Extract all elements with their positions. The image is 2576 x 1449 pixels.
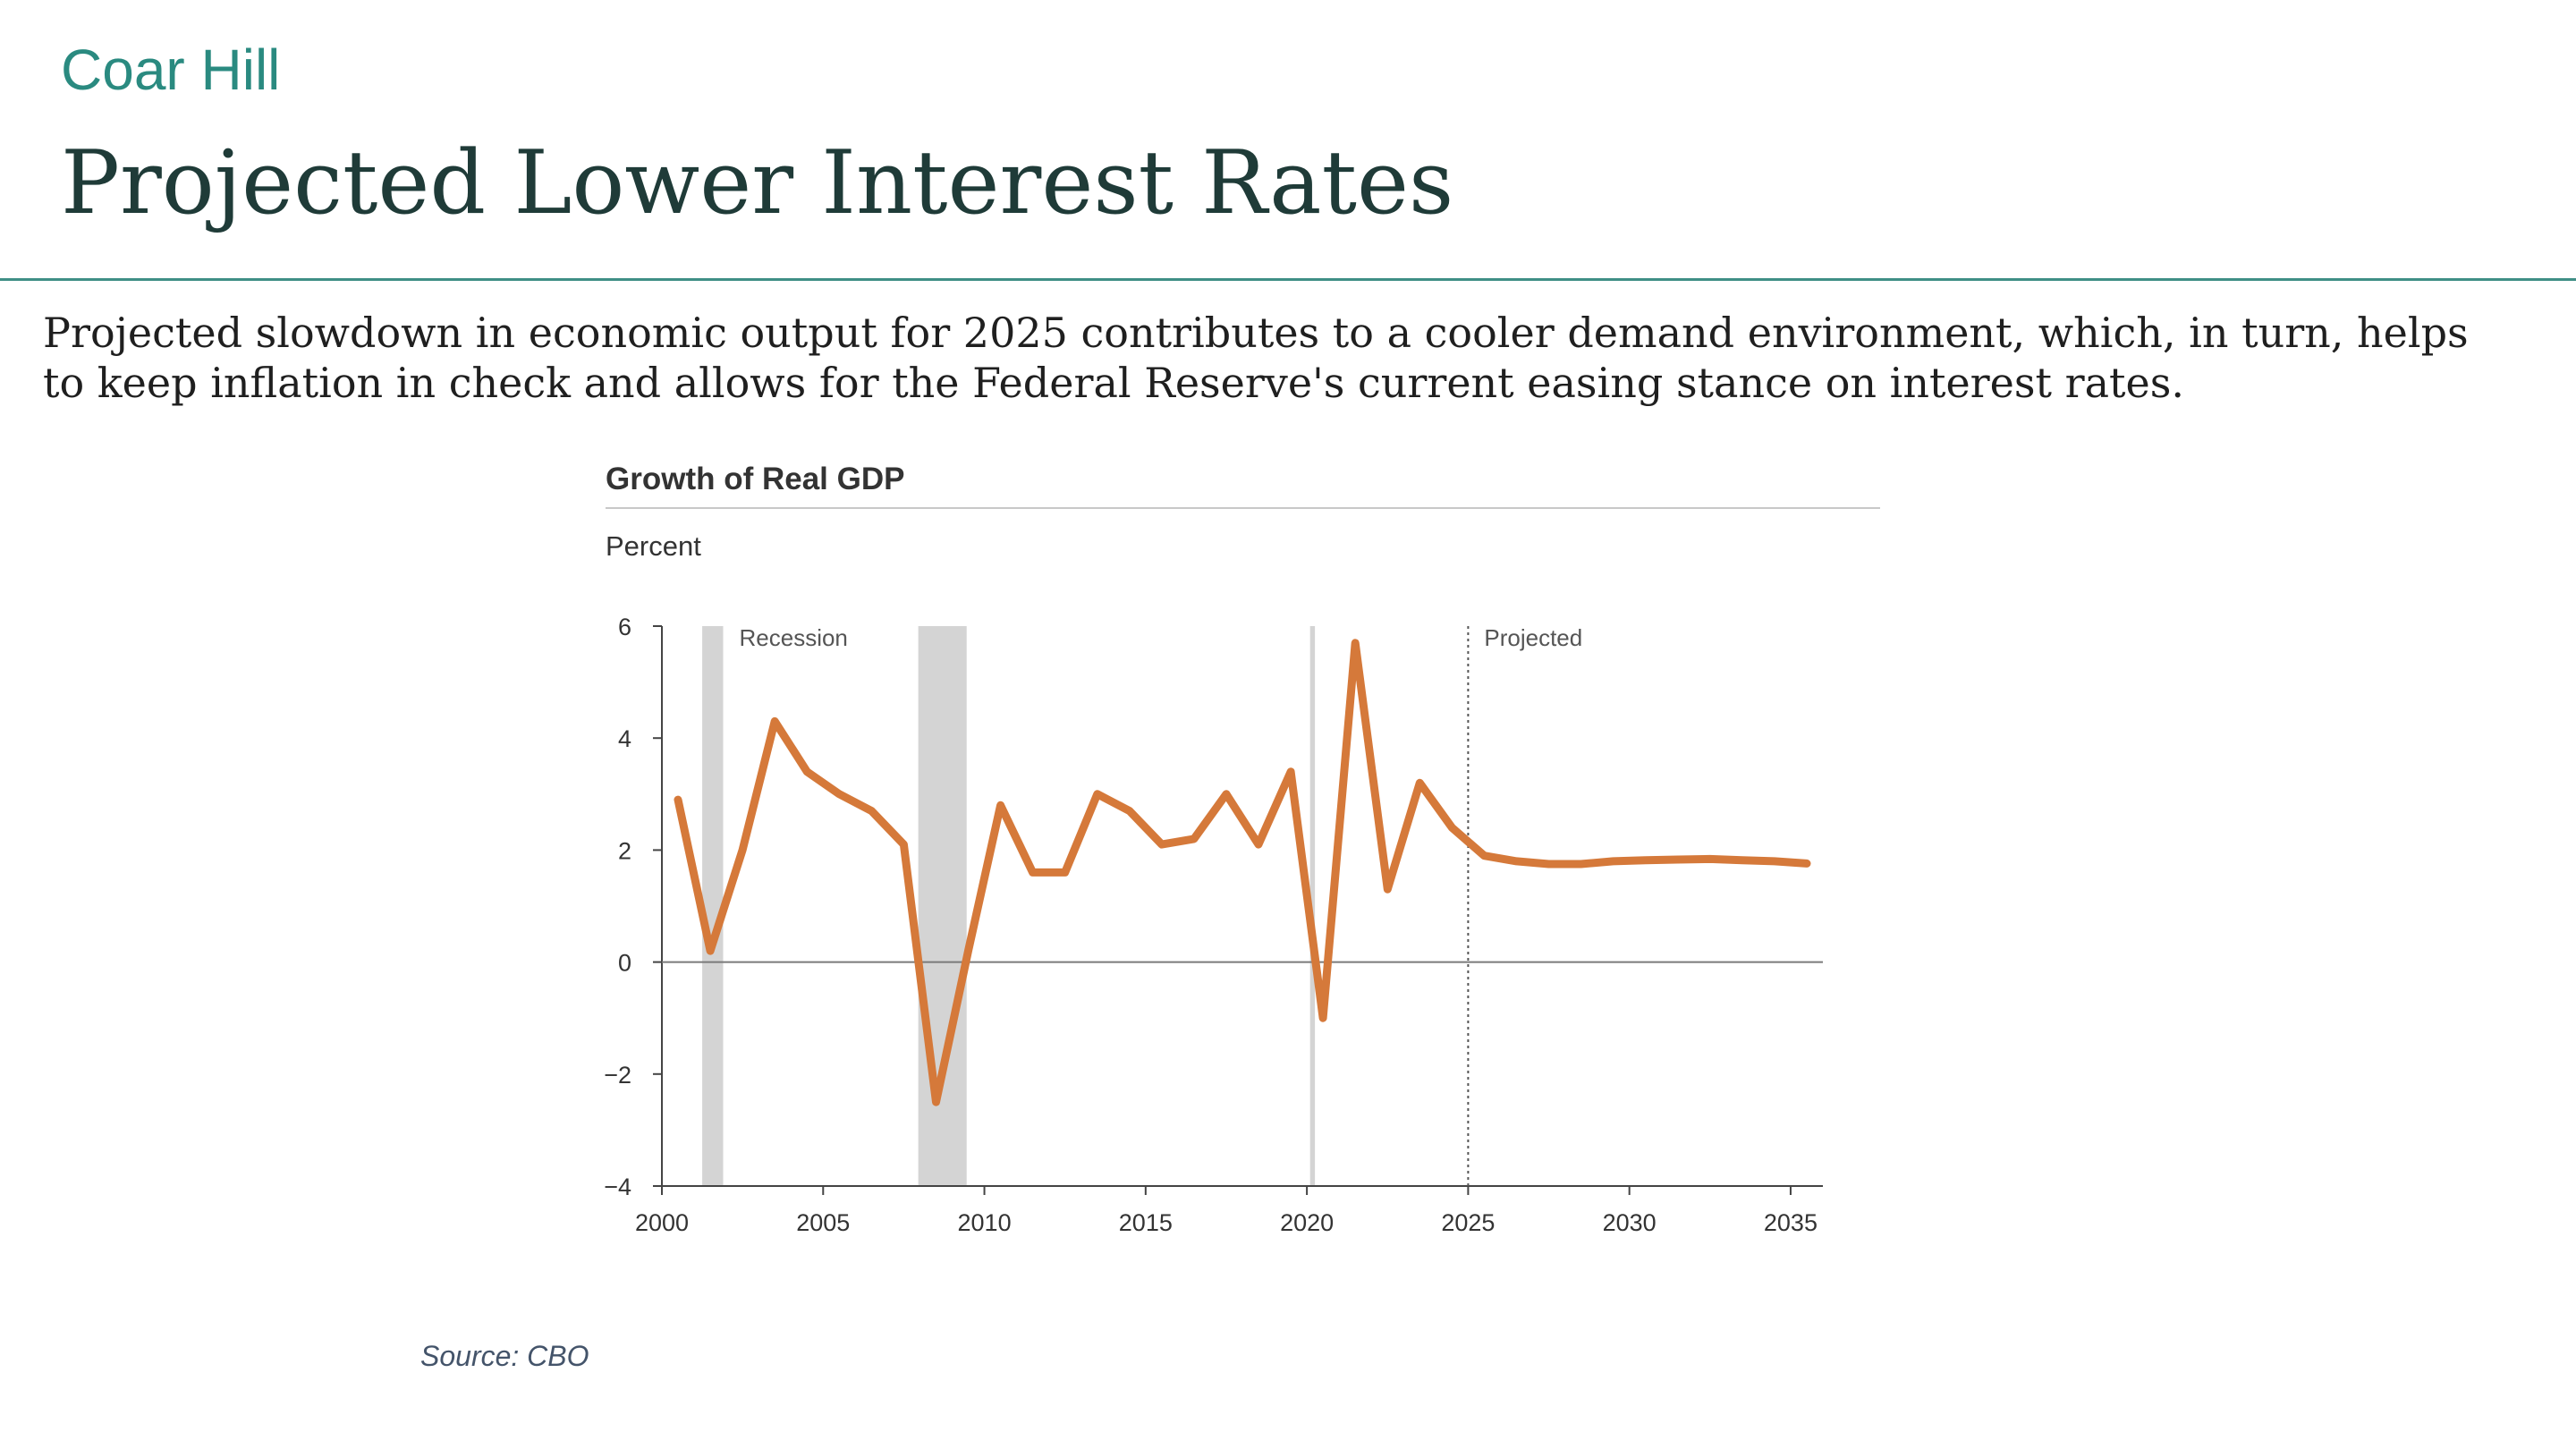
data-point — [1451, 826, 1453, 828]
chart-title: Growth of Real GDP — [606, 462, 904, 496]
data-point — [1548, 863, 1550, 865]
data-point — [806, 771, 808, 773]
y-tick-label: 0 — [618, 950, 631, 977]
data-point — [1515, 860, 1517, 862]
recession-bands — [702, 626, 1316, 1186]
data-point — [1161, 843, 1163, 845]
data-point — [1193, 838, 1195, 840]
data-point — [1613, 860, 1614, 862]
page-title: Projected Lower Interest Rates — [61, 132, 1454, 234]
data-point — [902, 843, 904, 845]
recession-label: Recession — [740, 624, 848, 651]
recession-band-1 — [702, 626, 724, 1186]
data-point — [1386, 888, 1388, 890]
data-point — [1806, 862, 1808, 864]
data-point — [709, 950, 711, 952]
data-point — [1290, 771, 1292, 773]
chart-series — [674, 639, 1811, 1106]
x-tick-label: 2025 — [1441, 1209, 1495, 1236]
data-point — [1483, 855, 1485, 857]
data-point — [1129, 810, 1131, 812]
data-point — [1000, 804, 1002, 806]
data-point — [1258, 843, 1259, 845]
chart-axes — [661, 626, 1823, 1187]
x-tick-label: 2030 — [1603, 1209, 1657, 1236]
brand-name: Coar Hill — [61, 38, 281, 102]
data-point — [1774, 860, 1775, 862]
data-point — [1032, 871, 1034, 873]
y-tick-label: −4 — [604, 1174, 631, 1200]
data-point — [968, 950, 970, 952]
projected-label: Projected — [1484, 624, 1582, 651]
x-tick-label: 2020 — [1280, 1209, 1334, 1236]
x-tick-label: 2010 — [958, 1209, 1012, 1236]
x-tick-label: 2005 — [796, 1209, 850, 1236]
x-tick-label: 2000 — [635, 1209, 689, 1236]
y-tick-label: −2 — [604, 1062, 631, 1089]
chart-ticks: −4 −2 0 2 4 6 2000 2005 2010 2015 2020 2025 2030 2035 — [604, 614, 1818, 1236]
y-tick-label: 2 — [618, 837, 631, 864]
data-point — [677, 799, 679, 801]
data-point — [1709, 858, 1711, 860]
source-note: Source: CBO — [420, 1340, 589, 1372]
gdp-growth-line — [674, 639, 1811, 1106]
data-point — [1225, 793, 1227, 795]
data-point — [1322, 1017, 1324, 1019]
data-point — [1419, 782, 1420, 784]
data-point — [741, 849, 743, 851]
y-tick-label: 6 — [618, 614, 631, 640]
data-point — [1354, 642, 1356, 644]
x-tick-label: 2035 — [1764, 1209, 1818, 1236]
y-tick-label: 4 — [618, 725, 631, 752]
recession-band-3 — [1309, 626, 1316, 1186]
title-divider — [0, 278, 2576, 281]
data-point — [838, 793, 840, 795]
y-axis-label: Percent — [606, 530, 701, 562]
data-point — [870, 810, 872, 812]
data-point — [1064, 871, 1066, 873]
data-point — [1580, 863, 1582, 865]
recession-band-2 — [918, 626, 967, 1186]
x-tick-label: 2015 — [1119, 1209, 1173, 1236]
intro-paragraph: Projected slowdown in economic output fo… — [43, 309, 2469, 407]
chart-annotations: Projected Recession — [740, 624, 1582, 1186]
